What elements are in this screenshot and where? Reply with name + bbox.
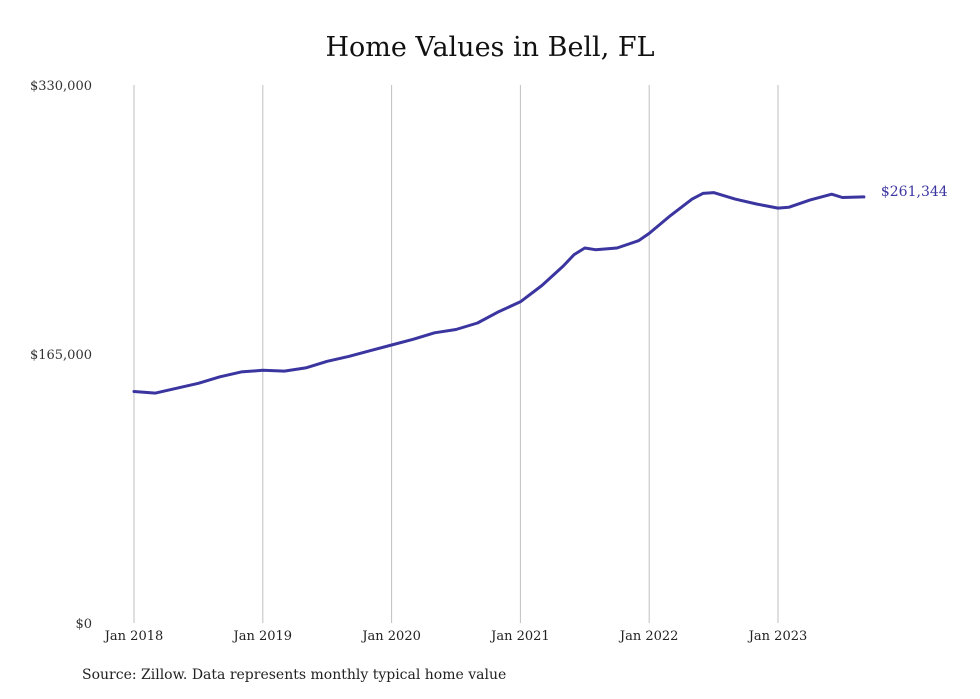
x-tick-label: Jan 2020 (360, 629, 421, 644)
x-axis-ticks: Jan 2018 Jan 2019 Jan 2020 Jan 2021 Jan 2022… (103, 629, 808, 644)
gridlines (133, 85, 779, 623)
source-note: Source: Zillow. Data represents monthly … (82, 667, 507, 683)
x-tick-label: Jan 2019 (232, 629, 293, 644)
y-tick-label: $165,000 (30, 348, 92, 363)
x-tick-label: Jan 2022 (618, 629, 679, 644)
end-value-label: $261,344 (881, 184, 948, 200)
x-tick-label: Jan 2018 (103, 629, 164, 644)
y-tick-label: $330,000 (30, 79, 92, 94)
line-chart: $0$165,000$330,000 Jan 2018 Jan 2019 Jan 2… (30, 79, 948, 644)
x-tick-label: Jan 2021 (489, 629, 550, 644)
y-tick-label: $0 (75, 617, 92, 632)
end-label-layer: $261,344 (881, 184, 948, 200)
chart-title: Home Values in Bell, FL (325, 32, 655, 63)
x-tick-label: Jan 2023 (747, 629, 808, 644)
series-layer (132, 191, 866, 395)
y-axis-ticks: $0 $165,000 $330,000 (30, 79, 92, 632)
series-line (132, 191, 866, 395)
